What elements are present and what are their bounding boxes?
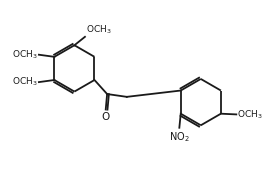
Text: OCH$_3$: OCH$_3$ (12, 76, 38, 88)
Text: O: O (102, 112, 110, 122)
Text: OCH$_3$: OCH$_3$ (237, 108, 263, 121)
Text: OCH$_3$: OCH$_3$ (12, 48, 38, 61)
Text: OCH$_3$: OCH$_3$ (86, 24, 111, 36)
Text: NO$_2$: NO$_2$ (169, 130, 190, 144)
